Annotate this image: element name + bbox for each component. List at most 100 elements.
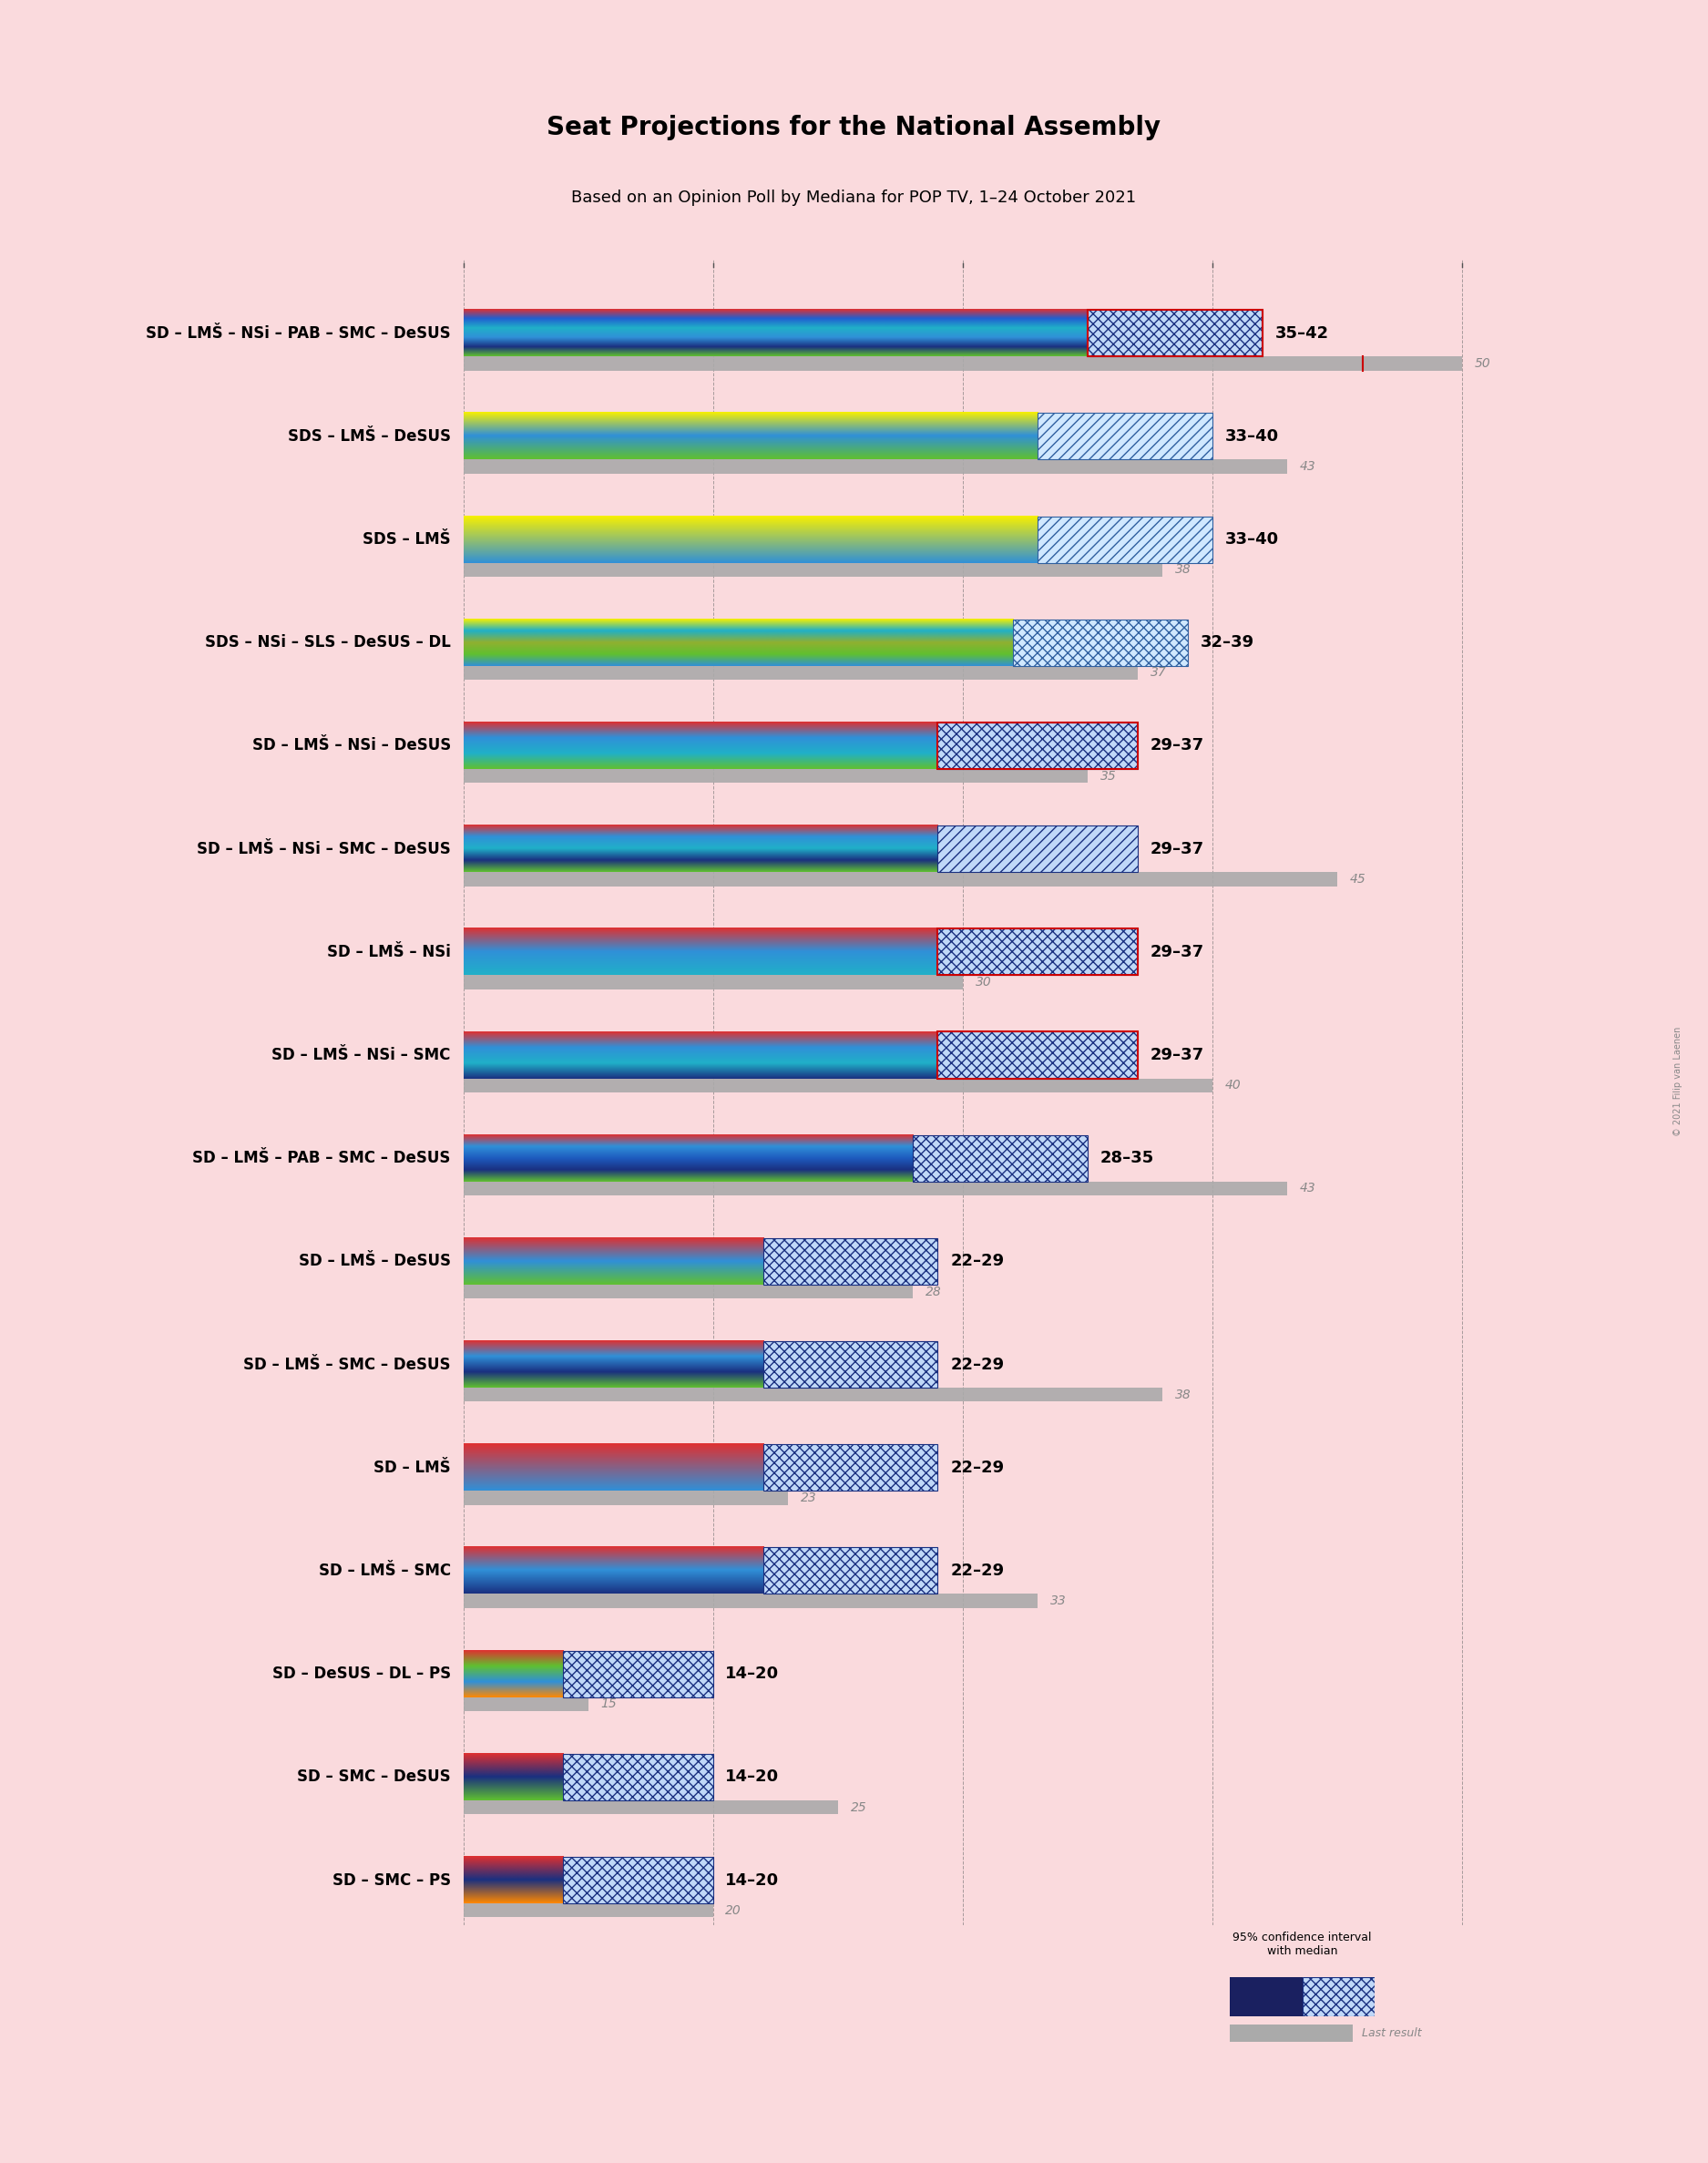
Bar (463, 357, 1462, 370)
Text: 30: 30 (975, 976, 991, 988)
Bar (463, 1594, 1038, 1607)
Text: SD – LMŠ – PAB – SMC – DeSUS: SD – LMŠ – PAB – SMC – DeSUS (193, 1151, 451, 1166)
Bar (463, 1903, 712, 1916)
Bar (938, 928, 1138, 976)
Text: SD – LMŠ – NSi – PAB – SMC – DeSUS: SD – LMŠ – NSi – PAB – SMC – DeSUS (145, 324, 451, 342)
Bar (938, 928, 1138, 976)
Text: SD – LMŠ – NSi – DeSUS: SD – LMŠ – NSi – DeSUS (253, 738, 451, 755)
Bar (463, 976, 963, 988)
Text: SD – LMŠ – SMC: SD – LMŠ – SMC (319, 1562, 451, 1579)
Bar (938, 928, 1138, 976)
Text: Seat Projections for the National Assembly: Seat Projections for the National Assemb… (547, 115, 1161, 141)
Bar (564, 1856, 712, 1903)
Bar (463, 770, 1088, 783)
Bar (763, 1341, 938, 1389)
Bar (1303, 1977, 1375, 2016)
Bar (938, 722, 1138, 770)
Bar (564, 1650, 712, 1698)
Bar (564, 1650, 712, 1698)
Text: 29–37: 29–37 (1149, 943, 1204, 960)
Bar (463, 666, 1138, 679)
Text: 25: 25 (851, 1802, 866, 1813)
Bar (463, 562, 1163, 578)
Text: 35–42: 35–42 (1274, 324, 1329, 342)
Text: 29–37: 29–37 (1149, 738, 1204, 755)
Bar (938, 722, 1138, 770)
Text: 14–20: 14–20 (726, 1769, 779, 1784)
Text: 28–35: 28–35 (1100, 1151, 1155, 1166)
Text: Based on an Opinion Poll by Mediana for POP TV, 1–24 October 2021: Based on an Opinion Poll by Mediana for … (572, 188, 1136, 205)
Bar (564, 1754, 712, 1800)
Text: 22–29: 22–29 (950, 1356, 1004, 1374)
Bar (763, 1445, 938, 1490)
Text: Last result: Last result (1361, 2027, 1421, 2040)
Text: 35: 35 (1100, 770, 1117, 783)
Text: 38: 38 (1175, 1389, 1190, 1402)
Text: © 2021 Filip van Laenen: © 2021 Filip van Laenen (1674, 1027, 1682, 1136)
Text: SD – LMŠ – NSi: SD – LMŠ – NSi (326, 943, 451, 960)
Text: 50: 50 (1474, 357, 1491, 370)
Text: 33–40: 33–40 (1225, 428, 1279, 446)
Bar (1038, 413, 1213, 459)
Text: 28: 28 (926, 1285, 941, 1298)
Text: 14–20: 14–20 (726, 1666, 779, 1683)
Bar (1038, 517, 1213, 562)
Bar (912, 1136, 1088, 1181)
Text: SD – LMŠ: SD – LMŠ (374, 1460, 451, 1475)
Bar (463, 459, 1288, 474)
Bar (938, 722, 1138, 770)
Bar (763, 1341, 938, 1389)
Text: 43: 43 (1300, 1183, 1317, 1194)
Bar (463, 1181, 1288, 1196)
Bar (1038, 517, 1213, 562)
Text: 22–29: 22–29 (950, 1252, 1004, 1270)
Text: 95% confidence interval
with median: 95% confidence interval with median (1233, 1932, 1372, 1958)
Bar (463, 1285, 912, 1298)
Bar (763, 1547, 938, 1594)
Text: 22–29: 22–29 (950, 1460, 1004, 1475)
Bar (463, 1490, 787, 1505)
Text: 32–39: 32–39 (1201, 634, 1254, 651)
Text: SD – LMŠ – DeSUS: SD – LMŠ – DeSUS (299, 1252, 451, 1270)
Bar (912, 1136, 1088, 1181)
Bar (564, 1856, 712, 1903)
Bar (938, 826, 1138, 872)
Text: SD – LMŠ – SMC – DeSUS: SD – LMŠ – SMC – DeSUS (244, 1356, 451, 1374)
Bar (463, 1389, 1163, 1402)
Bar (1303, 1977, 1375, 2016)
Bar (763, 1445, 938, 1490)
Bar (1038, 413, 1213, 459)
Bar (463, 1698, 588, 1711)
Bar (1230, 1977, 1303, 2016)
Bar (763, 1237, 938, 1285)
Text: 22–29: 22–29 (950, 1562, 1004, 1579)
Bar (1013, 619, 1187, 666)
Text: 14–20: 14–20 (726, 1871, 779, 1888)
Text: SD – LMŠ – NSi – SMC: SD – LMŠ – NSi – SMC (272, 1047, 451, 1064)
Text: SD – SMC – PS: SD – SMC – PS (333, 1871, 451, 1888)
Bar (763, 1237, 938, 1285)
Text: 43: 43 (1300, 461, 1317, 474)
Text: 45: 45 (1349, 872, 1366, 885)
Text: 37: 37 (1149, 666, 1167, 679)
Bar (564, 1754, 712, 1800)
Bar (463, 1800, 839, 1815)
Bar (938, 826, 1138, 872)
Text: 40: 40 (1225, 1079, 1242, 1092)
Text: 38: 38 (1175, 562, 1190, 575)
Text: 15: 15 (601, 1698, 617, 1711)
Text: 29–37: 29–37 (1149, 1047, 1204, 1064)
Text: SDS – LMŠ – DeSUS: SDS – LMŠ – DeSUS (287, 428, 451, 446)
Bar (763, 1547, 938, 1594)
Bar (1088, 309, 1262, 357)
Text: SDS – LMŠ: SDS – LMŠ (362, 532, 451, 547)
Text: 23: 23 (801, 1492, 816, 1503)
Text: SD – SMC – DeSUS: SD – SMC – DeSUS (297, 1769, 451, 1784)
Bar (938, 1032, 1138, 1079)
Text: 33: 33 (1050, 1594, 1066, 1607)
Text: 20: 20 (726, 1903, 741, 1916)
Text: 33–40: 33–40 (1225, 532, 1279, 547)
Text: SD – LMŠ – NSi – SMC – DeSUS: SD – LMŠ – NSi – SMC – DeSUS (196, 841, 451, 857)
Text: 29–37: 29–37 (1149, 841, 1204, 857)
Text: SDS – NSi – SLS – DeSUS – DL: SDS – NSi – SLS – DeSUS – DL (205, 634, 451, 651)
